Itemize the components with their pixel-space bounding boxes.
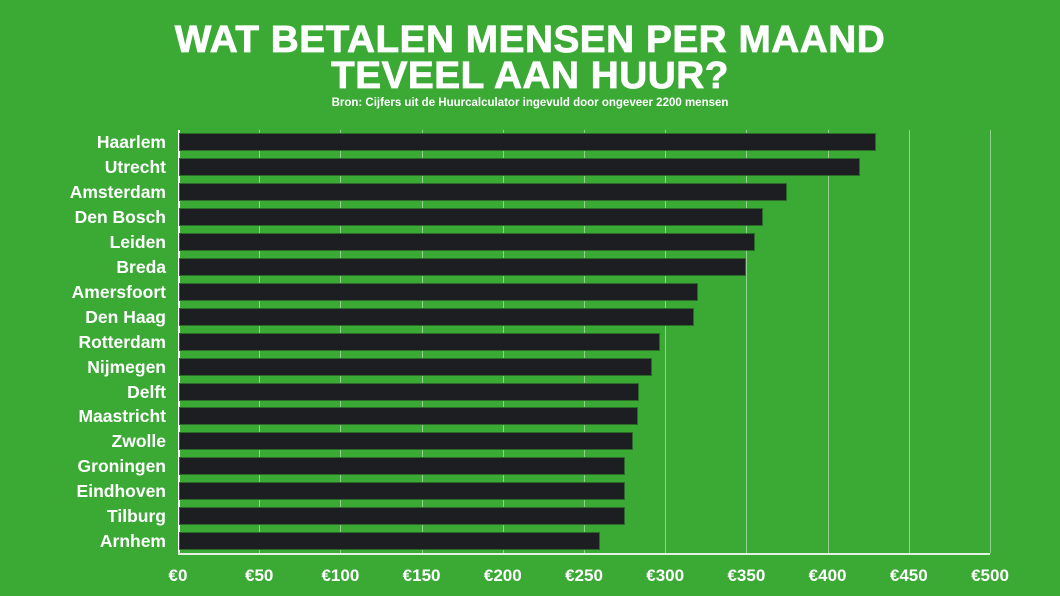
x-tick-label: €300	[646, 566, 685, 585]
category-label: Delft	[127, 381, 166, 402]
bar	[179, 182, 787, 201]
x-tick-label: €450	[889, 566, 928, 585]
category-label: Leiden	[109, 231, 166, 252]
bar	[179, 482, 625, 501]
x-tick-label: €400	[808, 566, 847, 585]
category-label: Rotterdam	[78, 331, 166, 352]
gridline	[746, 130, 748, 553]
x-tick-label: €0	[168, 566, 188, 585]
x-axis-line	[178, 553, 990, 555]
gridline	[665, 130, 667, 553]
bar	[179, 332, 661, 351]
category-label: Amsterdam	[69, 181, 166, 202]
chart-subtitle: Bron: Cijfers uit de Huurcalculator inge…	[331, 97, 729, 109]
bar	[179, 507, 625, 526]
chart-title: WAT BETALEN MENSEN PER MAAND TEVEEL AAN …	[0, 19, 1060, 97]
plot-area	[178, 130, 991, 555]
bar	[179, 532, 601, 551]
category-label: Den Haag	[85, 306, 166, 327]
bar	[179, 382, 640, 401]
category-label: Amersfoort	[71, 281, 166, 302]
bar	[179, 432, 633, 451]
title-line-2: TEVEEL AAN HUUR?	[331, 55, 729, 97]
category-label: Tilburg	[107, 506, 166, 527]
x-tick-label: €350	[727, 566, 766, 585]
x-tick-label: €150	[402, 566, 441, 585]
category-label: Den Bosch	[74, 206, 166, 227]
category-label: Zwolle	[111, 431, 166, 452]
category-label: Breda	[116, 256, 166, 277]
category-label: Utrecht	[104, 156, 166, 177]
bar	[179, 257, 747, 276]
bar	[179, 207, 763, 226]
x-tick-label: €50	[245, 566, 274, 585]
gridline	[827, 130, 829, 553]
bar	[179, 232, 755, 251]
x-tick-label: €250	[565, 566, 603, 585]
gridline	[990, 130, 991, 553]
bar	[179, 307, 695, 326]
x-tick-label: €100	[321, 566, 360, 585]
gridline	[908, 130, 910, 553]
bar	[179, 357, 653, 376]
category-label: Groningen	[77, 456, 166, 477]
bar	[179, 282, 698, 301]
bar	[179, 457, 625, 476]
category-label: Nijmegen	[87, 356, 166, 377]
category-label: Arnhem	[99, 531, 166, 552]
category-label: Haarlem	[96, 132, 166, 152]
bar	[179, 407, 638, 426]
x-tick-label: €200	[483, 566, 522, 585]
x-tick-label: €500	[971, 566, 1009, 585]
bar	[179, 157, 861, 176]
category-label: Maastricht	[78, 406, 166, 427]
title-line-1: WAT BETALEN MENSEN PER MAAND	[174, 19, 886, 61]
bar	[179, 133, 877, 151]
category-label: Eindhoven	[76, 481, 166, 502]
